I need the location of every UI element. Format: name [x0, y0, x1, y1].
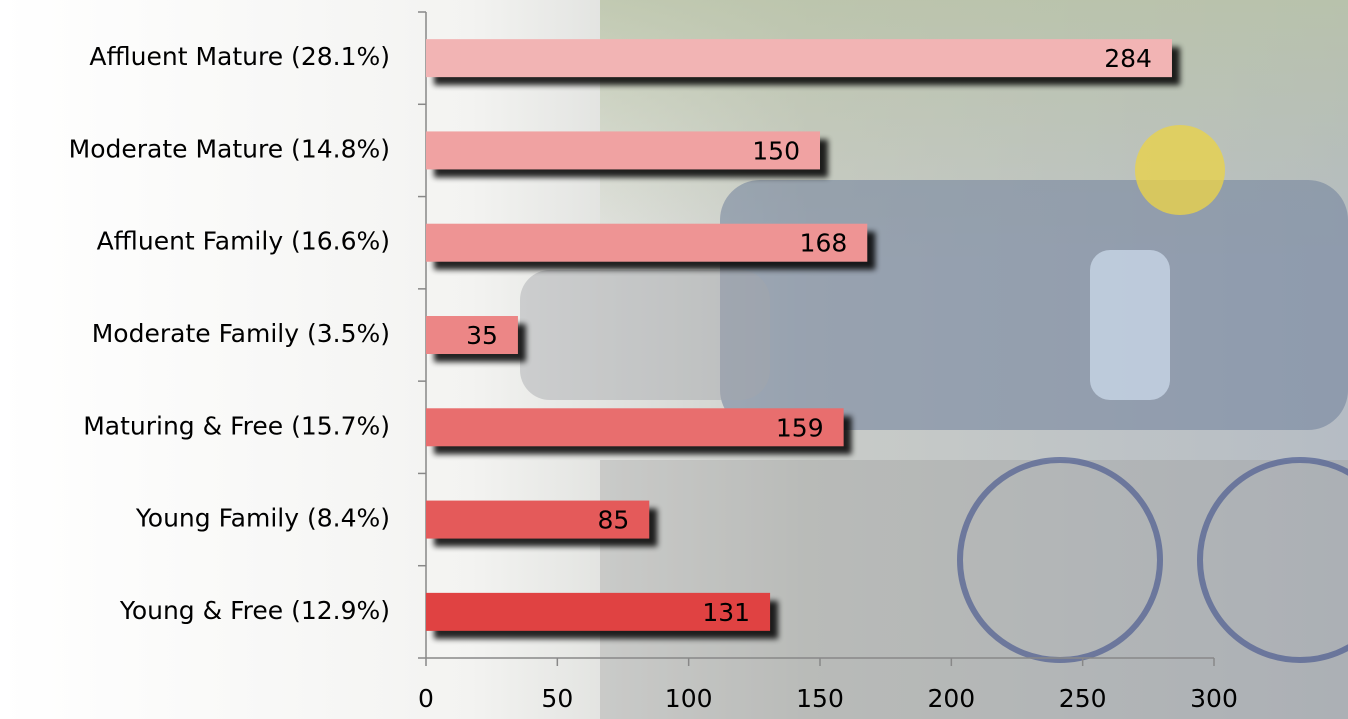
value-label: 131	[702, 598, 750, 627]
y-tick-label: Maturing & Free (15.7%)	[83, 411, 390, 440]
y-tick-label: Moderate Mature (14.8%)	[69, 134, 390, 163]
value-label: 168	[800, 229, 848, 258]
y-tick-label: Moderate Family (3.5%)	[92, 319, 390, 348]
y-tick-label: Affluent Mature (28.1%)	[89, 42, 390, 71]
chart: 0 50 100 150 200 250 300 Affluent Mature (28.1%…	[0, 0, 1348, 719]
value-label: 284	[1104, 44, 1152, 73]
value-label: 150	[752, 136, 800, 165]
x-tick-label: 100	[665, 684, 713, 713]
x-tick-label: 50	[541, 684, 573, 713]
x-tick-label: 300	[1190, 684, 1238, 713]
value-label: 159	[776, 413, 824, 442]
y-tick-label: Young Family (8.4%)	[135, 504, 390, 533]
x-tick-label: 0	[418, 684, 434, 713]
y-tick-label: Young & Free (12.9%)	[119, 596, 390, 625]
background-car	[520, 270, 770, 400]
background-rider	[1090, 250, 1170, 400]
page: 0 50 100 150 200 250 300 Affluent Mature (28.1%…	[0, 0, 1348, 719]
x-tick-label: 150	[796, 684, 844, 713]
background-helmet	[1135, 125, 1225, 215]
background-car	[720, 180, 1348, 430]
y-tick-label: Affluent Family (16.6%)	[97, 227, 390, 256]
background-road	[600, 460, 1348, 719]
x-tick-label: 200	[927, 684, 975, 713]
value-label: 85	[597, 506, 629, 535]
value-label: 35	[466, 321, 498, 350]
bar	[426, 39, 1172, 77]
x-tick-label: 250	[1059, 684, 1107, 713]
